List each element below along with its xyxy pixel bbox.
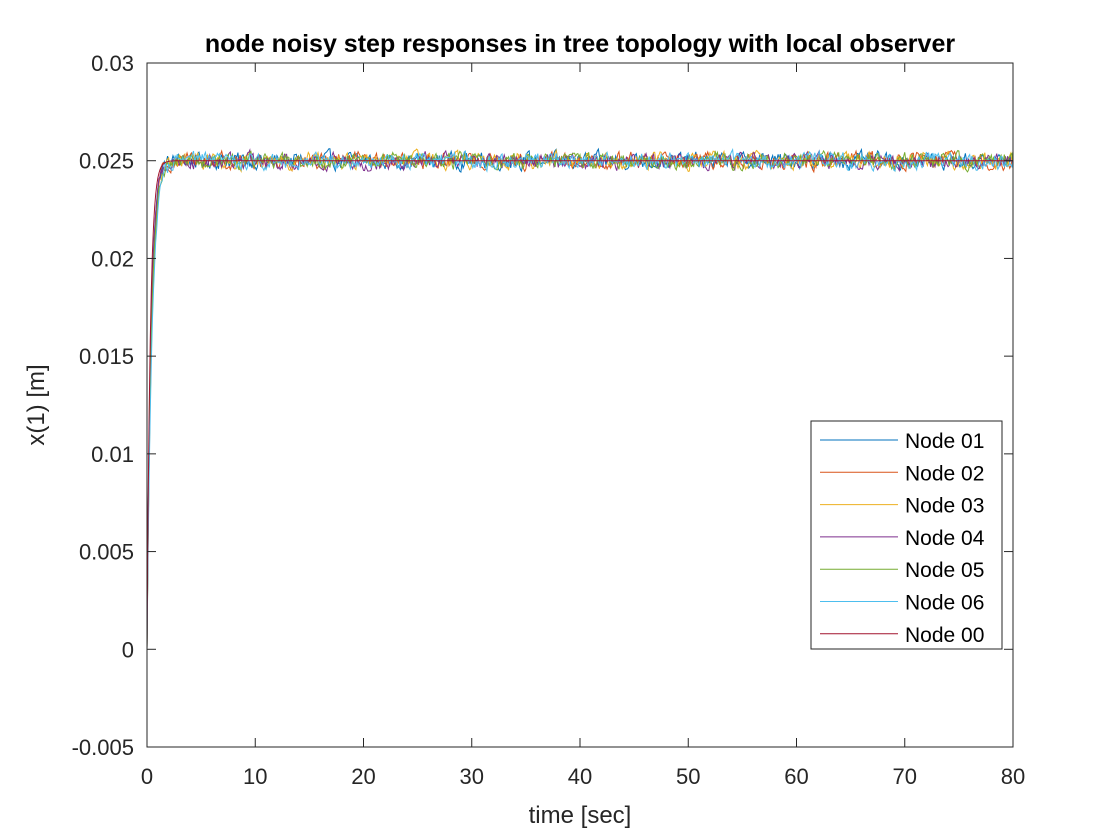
legend: Node 01 Node 02 Node 03 Node 04 Node 05 Node …: [810, 420, 1003, 650]
plot-lines: [146, 147, 1014, 650]
x-tick-label: 40: [568, 764, 592, 789]
x-tick-label: 50: [676, 764, 700, 789]
series-line-node-00: [146, 160, 1013, 650]
legend-label: Node 05: [905, 559, 984, 582]
legend-label: Node 02: [905, 462, 984, 485]
y-tick-label: 0.01: [91, 442, 134, 467]
x-tick-label: 70: [893, 764, 917, 789]
legend-label: Node 03: [905, 495, 984, 518]
x-tick-label: 20: [351, 764, 375, 789]
x-axis-label: time [sec]: [529, 802, 632, 829]
legend-label: Node 00: [905, 624, 984, 647]
y-tick-label: 0.025: [79, 149, 134, 174]
x-tick-label: 80: [1001, 764, 1025, 789]
x-axis-ticks: 0 10 20 30 40 50 60 70 80: [141, 63, 1025, 789]
y-tick-label: 0.03: [91, 51, 134, 76]
y-axis-label: x(1) [m]: [23, 364, 50, 445]
y-tick-label: 0: [122, 637, 134, 662]
legend-label: Node 06: [905, 592, 984, 615]
legend-label: Node 01: [905, 430, 984, 453]
y-tick-label: 0.005: [79, 540, 134, 565]
x-tick-label: 0: [141, 764, 153, 789]
legend-box: [810, 420, 1003, 650]
x-tick-label: 10: [243, 764, 267, 789]
chart-title: node noisy step responses in tree topolo…: [205, 30, 955, 58]
legend-label: Node 04: [905, 527, 985, 550]
y-axis-ticks: -0.005 0 0.005 0.01 0.015 0.02 0.025 0.03: [72, 51, 1013, 760]
x-tick-label: 60: [784, 764, 808, 789]
y-tick-label: -0.005: [72, 735, 134, 760]
x-tick-label: 30: [460, 764, 484, 789]
y-tick-label: 0.02: [91, 246, 134, 271]
y-tick-label: 0.015: [79, 344, 134, 369]
